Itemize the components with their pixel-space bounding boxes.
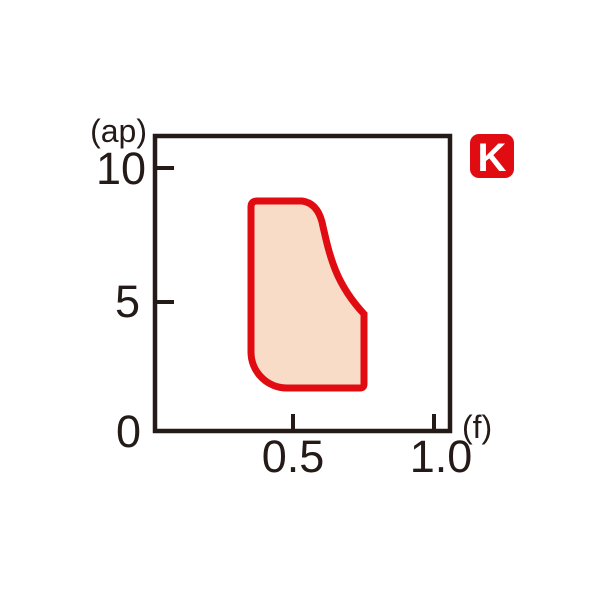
material-grade-badge — [470, 134, 514, 178]
xtick-1-0-label: 1.0 — [410, 431, 473, 482]
material-grade-badge-letter: K — [478, 136, 507, 180]
ytick-0-label: 0 — [116, 406, 141, 457]
ytick-10-label: 10 — [96, 143, 146, 194]
application-region — [247, 197, 368, 392]
ytick-5-label: 5 — [115, 276, 140, 327]
x-axis-label: (f) — [462, 409, 492, 445]
xtick-0-5-label: 0.5 — [262, 431, 325, 482]
plot-frame — [152, 133, 453, 434]
y-axis-label: (ap) — [90, 113, 147, 149]
